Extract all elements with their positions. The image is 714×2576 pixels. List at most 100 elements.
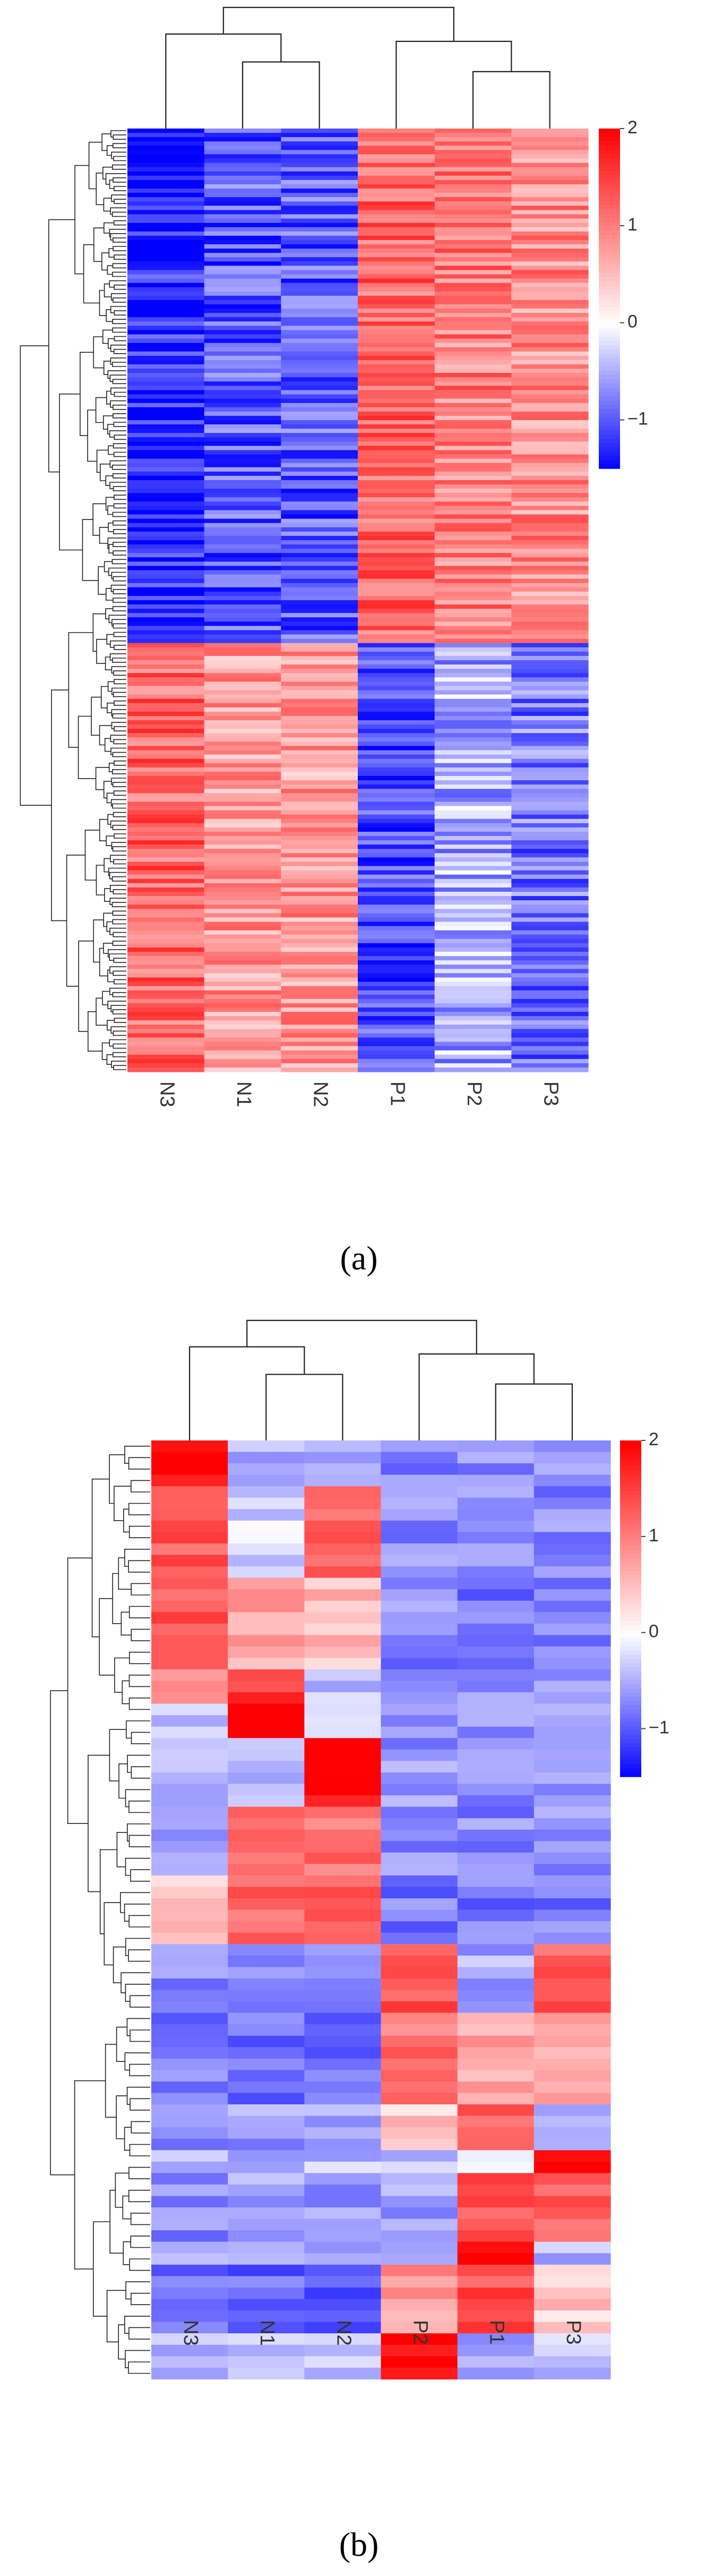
heatmap-cell: [358, 917, 435, 923]
heatmap-cell: [511, 471, 589, 476]
heatmap-cell: [434, 840, 512, 845]
heatmap-cell: [358, 853, 435, 858]
heatmap-cell: [358, 922, 435, 927]
heatmap-cell: [204, 501, 281, 506]
dendrogram-branch: [130, 2213, 150, 2225]
heatmap-cell: [434, 947, 512, 952]
heatmap-cell: [457, 1852, 535, 1865]
colorbar-segment: [620, 1499, 641, 1504]
heatmap-cell: [127, 398, 205, 404]
heatmap-cell: [457, 1795, 535, 1807]
heatmap-cell: [511, 754, 589, 760]
dendrogram-branch: [131, 1766, 150, 1779]
dendrogram-branch: [59, 394, 83, 551]
heatmap-cell: [381, 2150, 458, 2162]
heatmap-cell: [434, 621, 512, 627]
dendrogram-branch: [113, 486, 126, 491]
dendrogram-branch: [103, 361, 111, 375]
heatmap-cell: [511, 437, 589, 442]
heatmap-cell: [511, 806, 589, 811]
dendrogram-branch: [165, 33, 282, 129]
heatmap-cell: [511, 433, 589, 438]
heatmap-cell: [127, 133, 205, 138]
colorbar-segment: [620, 1696, 641, 1702]
dendrogram-branch: [113, 859, 126, 865]
heatmap-cell: [434, 540, 512, 545]
heatmap-cell: [151, 2196, 228, 2208]
heatmap-cell: [151, 1543, 228, 1556]
heatmap-cell: [228, 2356, 305, 2368]
heatmap-cell: [281, 647, 358, 652]
heatmap-cell: [434, 334, 512, 339]
heatmap-cell: [228, 1864, 305, 1876]
heatmap-cell: [434, 690, 512, 695]
heatmap-cell: [358, 943, 435, 948]
heatmap-cell: [204, 767, 281, 772]
heatmap-cell: [127, 677, 205, 682]
heatmap-cell: [204, 437, 281, 442]
heatmap-cell: [381, 1635, 458, 1647]
heatmap-cell: [204, 801, 281, 807]
dendrogram-branch: [113, 550, 126, 556]
heatmap-cell: [511, 330, 589, 335]
colorbar-segment: [599, 422, 620, 427]
heatmap-cell: [511, 227, 589, 232]
heatmap-cell: [204, 891, 281, 897]
heatmap-cell: [434, 437, 512, 442]
heatmap-cell: [281, 150, 358, 155]
heatmap-cell: [281, 309, 358, 313]
heatmap-cell: [281, 874, 358, 880]
heatmap-cell: [127, 446, 205, 451]
heatmap-cell: [358, 454, 435, 459]
heatmap-cell: [304, 1761, 382, 1773]
heatmap-cell: [204, 1067, 281, 1072]
heatmap-cell: [358, 793, 435, 798]
heatmap-cell: [434, 737, 512, 742]
heatmap-cell: [151, 2047, 228, 2059]
heatmap-cell: [281, 313, 358, 318]
dendrogram-branch: [128, 1525, 150, 1538]
heatmap-cell: [204, 922, 281, 927]
heatmap-cell: [151, 1921, 228, 1933]
heatmap-cell: [204, 463, 281, 468]
heatmap-cell: [281, 767, 358, 772]
heatmap-cell: [511, 878, 589, 884]
heatmap-cell: [457, 2207, 535, 2220]
heatmap-cell: [381, 1543, 458, 1556]
heatmap-cell: [204, 874, 281, 880]
heatmap-cell: [434, 253, 512, 258]
heatmap-cell: [434, 1033, 512, 1038]
dendrogram-branch: [109, 927, 126, 935]
heatmap-cell: [534, 1486, 611, 1498]
heatmap-cell: [358, 295, 435, 301]
column-label: P1: [386, 1081, 408, 1106]
heatmap-cell: [434, 514, 512, 519]
dendrogram-branch: [113, 143, 126, 149]
heatmap-cell: [511, 291, 589, 296]
heatmap-cell: [127, 754, 205, 760]
heatmap-cell: [358, 664, 435, 669]
heatmap-cell: [204, 566, 281, 571]
heatmap-cell: [511, 917, 589, 923]
colorbar-segment: [620, 1474, 641, 1479]
colorbar-segment: [599, 456, 620, 460]
heatmap-cell: [358, 283, 435, 288]
heatmap-cell: [434, 326, 512, 331]
heatmap-cell: [358, 175, 435, 181]
heatmap-cell: [434, 1059, 512, 1064]
dendrogram-branch: [125, 2350, 150, 2368]
heatmap-cell: [457, 2333, 535, 2345]
heatmap-cell: [511, 763, 589, 768]
heatmap-cell: [358, 887, 435, 892]
dendrogram-branch: [113, 503, 126, 509]
heatmap-cell: [204, 870, 281, 875]
heatmap-cell: [304, 1681, 382, 1693]
heatmap-cell: [127, 729, 205, 733]
heatmap-cell: [358, 1037, 435, 1043]
colorbar-segment: [599, 218, 620, 223]
colorbar-segment: [620, 1730, 641, 1735]
heatmap-cell: [511, 669, 589, 673]
heatmap-cell: [151, 1577, 228, 1590]
heatmap-cell: [127, 845, 205, 849]
heatmap-cell: [511, 193, 589, 198]
